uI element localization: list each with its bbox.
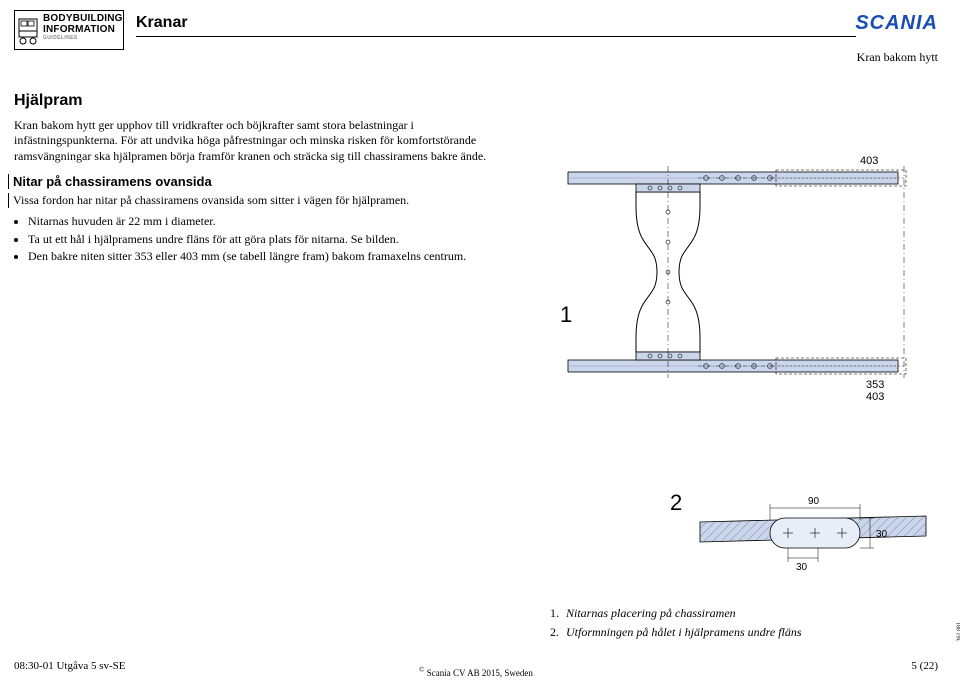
footer-page: 5 (22): [911, 660, 938, 672]
caption-block: 1. Nitarnas placering på chassiramen 2. …: [550, 604, 938, 642]
caption-1-text: Nitarnas placering på chassiramen: [566, 606, 736, 620]
logo-line-3: GUIDELINES: [43, 35, 119, 41]
paragraph-2: Vissa fordon har nitar på chassiramens o…: [8, 193, 514, 208]
svg-text:2: 2: [670, 490, 682, 515]
svg-text:403: 403: [860, 155, 878, 167]
caption-2-num: 2.: [550, 625, 559, 639]
footer-copyright: © Scania CV AB 2015, Sweden: [419, 666, 533, 678]
copyright-symbol: ©: [419, 666, 424, 674]
paragraph-1: Kran bakom hytt ger upphov till vridkraf…: [14, 118, 514, 164]
svg-text:30: 30: [796, 562, 808, 573]
diagram-id: 361 881: [956, 622, 960, 642]
copyright-text: Scania CV AB 2015, Sweden: [427, 668, 533, 678]
text-column: Hjälpram Kran bakom hytt ger upphov till…: [14, 92, 514, 267]
bullet-item-2: Ta ut ett hål i hjälpramens undre fläns …: [28, 232, 514, 247]
footer-issue: 08:30-01 Utgåva 5 sv-SE: [14, 660, 126, 672]
caption-1: 1. Nitarnas placering på chassiramen: [550, 604, 938, 623]
main-content: Hjälpram Kran bakom hytt ger upphov till…: [14, 74, 938, 646]
svg-text:1: 1: [560, 302, 572, 327]
logo-line-2: INFORMATION: [43, 24, 119, 35]
brand-logo: SCANIA: [855, 12, 938, 35]
subsection-heading: Nitar på chassiramens ovansida: [8, 174, 514, 189]
bullet-list: Nitarnas huvuden är 22 mm i diameter. Ta…: [28, 214, 514, 264]
svg-text:353: 353: [866, 379, 884, 391]
svg-text:90: 90: [808, 496, 820, 507]
svg-text:403: 403: [866, 391, 884, 403]
section-heading: Hjälpram: [14, 92, 514, 110]
caption-1-num: 1.: [550, 606, 559, 620]
title-underline: [136, 36, 856, 37]
bullet-item-3: Den bakre niten sitter 353 eller 403 mm …: [28, 249, 514, 264]
page-footer: 08:30-01 Utgåva 5 sv-SE © Scania CV AB 2…: [14, 656, 938, 680]
svg-text:30: 30: [876, 529, 888, 540]
bullet-item-1: Nitarnas huvuden är 22 mm i diameter.: [28, 214, 514, 229]
page-header: BODYBUILDING INFORMATION GUIDELINES Kran…: [0, 6, 960, 66]
page-title: Kranar: [136, 14, 188, 32]
diagram-area: 35340335340319030302 361 881: [550, 152, 938, 606]
page-subtitle: Kran bakom hytt: [857, 50, 938, 65]
truck-icon: [17, 15, 39, 45]
bodybuilding-logo: BODYBUILDING INFORMATION GUIDELINES: [14, 10, 124, 50]
chassis-diagram: 35340335340319030302: [550, 152, 938, 602]
logo-line-1: BODYBUILDING: [43, 13, 119, 24]
caption-2: 2. Utformningen på hålet i hjälpramens u…: [550, 623, 938, 642]
caption-2-text: Utformningen på hålet i hjälpramens undr…: [566, 625, 802, 639]
